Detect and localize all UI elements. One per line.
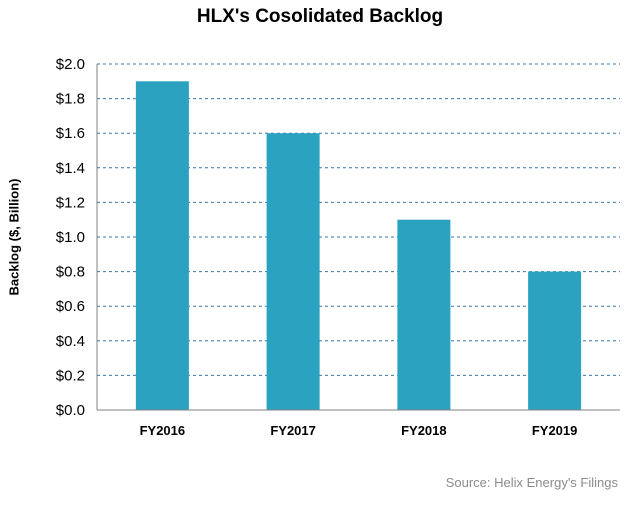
source-note: Source: Helix Energy's Filings	[445, 475, 618, 490]
y-tick-label: $1.2	[56, 194, 85, 211]
x-tick-labels: FY2016 FY2017 FY2018 FY2019	[140, 423, 578, 438]
bar	[135, 81, 189, 411]
bar	[266, 133, 320, 410]
y-tick-label: $0.6	[56, 298, 85, 315]
bar	[397, 219, 451, 410]
y-tick-labels: $0.0 $0.2 $0.4 $0.6 $0.8 $1.0 $1.2 $1.4 $1.6 $1.8…	[56, 56, 85, 419]
bar	[528, 271, 582, 410]
y-tick-label: $1.6	[56, 125, 85, 142]
x-tick-label: FY2019	[532, 423, 578, 438]
bars	[135, 81, 582, 411]
y-tick-label: $0.8	[56, 264, 85, 281]
x-tick-label: FY2018	[401, 423, 447, 438]
y-tick-label: $0.2	[56, 367, 85, 384]
y-tick-label: $1.0	[56, 229, 85, 246]
y-tick-label: $1.8	[56, 91, 85, 108]
y-tick-label: $0.0	[56, 402, 85, 419]
y-tick-label: $2.0	[56, 56, 85, 73]
chart-title: HLX's Cosolidated Backlog	[196, 6, 444, 27]
x-tick-label: FY2017	[270, 423, 316, 438]
x-tick-label: FY2016	[140, 423, 186, 438]
axes	[96, 64, 620, 411]
y-tick-label: $1.4	[56, 160, 85, 177]
y-tick-label: $0.4	[56, 333, 85, 350]
